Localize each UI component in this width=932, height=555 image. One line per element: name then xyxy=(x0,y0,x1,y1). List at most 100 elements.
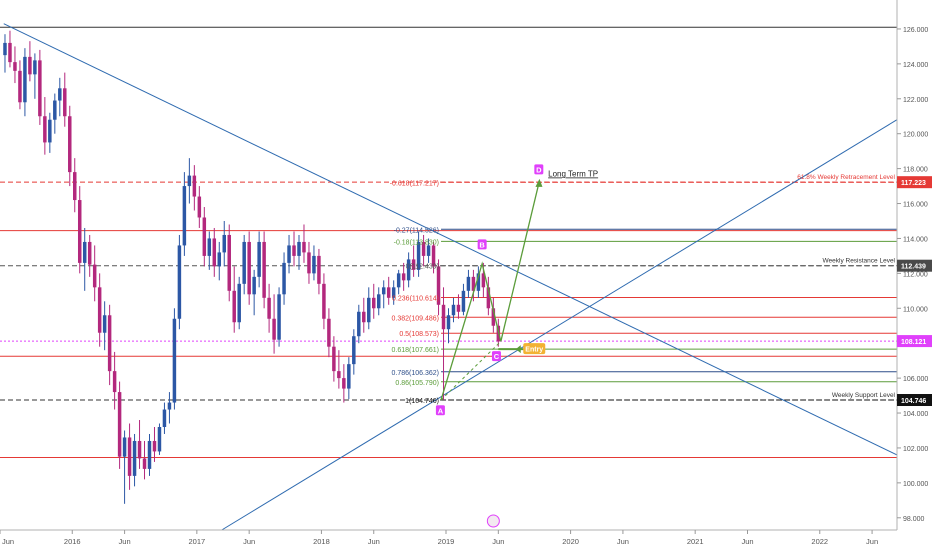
pattern-ac-dashed xyxy=(440,341,502,401)
candle-body xyxy=(23,56,27,103)
level-label: 61.8% Weekly Retracement Level xyxy=(797,174,895,181)
time-tick-label: Jun xyxy=(741,537,753,546)
time-tick-label: 2020 xyxy=(562,537,579,546)
candle-body xyxy=(411,259,416,270)
candle-body xyxy=(33,60,37,75)
candle-body xyxy=(227,234,231,291)
candle-body xyxy=(317,255,321,284)
candle-body xyxy=(466,276,471,291)
pattern-point-badge xyxy=(477,239,487,250)
candle-body xyxy=(237,283,241,323)
fib-level-label: 1(104.746) xyxy=(405,398,439,405)
candle-body xyxy=(73,172,77,201)
fib-level-label: 0.236(110.614) xyxy=(392,296,439,303)
fib-level-label: -0.618(117.217) xyxy=(390,180,439,187)
long-term-tp-label: Long Term TP xyxy=(548,169,598,178)
price-tick-label: 104.000 xyxy=(903,411,928,418)
pattern-point-label: A xyxy=(438,406,444,415)
candle-body xyxy=(396,273,401,288)
candle-body xyxy=(217,252,222,267)
candle-body xyxy=(471,276,476,291)
candle-body xyxy=(97,287,102,333)
time-tick-label: 2016 xyxy=(64,537,81,546)
candle-body xyxy=(312,255,316,274)
candle-body xyxy=(347,364,351,389)
candle-body xyxy=(68,116,72,173)
pattern-point-label: C xyxy=(494,352,500,361)
time-tick-label: Jun xyxy=(492,537,504,546)
price-tick-label: 114.000 xyxy=(903,236,928,243)
candle-body xyxy=(152,440,157,452)
candle-body xyxy=(172,318,177,403)
candle-body xyxy=(287,245,291,263)
candle-body xyxy=(282,262,286,295)
candle-body xyxy=(372,297,376,309)
candle-body xyxy=(132,440,137,476)
price-tick-label: 116.000 xyxy=(903,202,928,209)
candle-body xyxy=(406,259,411,281)
levels-layer xyxy=(0,26,897,459)
price-badge xyxy=(897,394,932,407)
price-tick-label: 118.000 xyxy=(903,167,928,174)
candle-body xyxy=(117,392,122,457)
level-label: Weekly Resistance Level xyxy=(823,258,896,265)
level-label: Weekly Support Level xyxy=(832,392,896,399)
candle-body xyxy=(177,245,182,319)
candle-body xyxy=(38,60,42,117)
price-axis-panel xyxy=(897,0,932,550)
candle-body xyxy=(352,336,356,365)
candle-body xyxy=(147,440,152,469)
pattern-leg-abc xyxy=(440,261,502,401)
candle-body xyxy=(277,294,281,340)
candle-body xyxy=(446,315,451,330)
candle-body xyxy=(421,241,426,256)
fib-level-label: -0.27(114.526) xyxy=(394,227,439,234)
candle-body xyxy=(122,437,127,457)
time-tick-label: 2017 xyxy=(188,537,205,546)
candle-body xyxy=(137,440,142,459)
candle-body xyxy=(102,315,107,333)
candle-body xyxy=(342,378,346,389)
price-badge-label: 117.223 xyxy=(901,180,926,187)
candle-body xyxy=(401,273,406,281)
candle-body xyxy=(476,273,481,291)
candle-body xyxy=(242,241,246,284)
candle-body xyxy=(456,304,461,312)
price-badge xyxy=(897,259,932,272)
price-badge xyxy=(897,335,932,348)
price-badge xyxy=(897,176,932,189)
candle-body xyxy=(182,186,187,246)
pattern-layer: A B C D Entry xyxy=(435,164,546,528)
candle-body xyxy=(82,241,87,263)
candle-body xyxy=(197,196,202,218)
time-tick-label: Jun xyxy=(866,537,878,546)
candle-body xyxy=(187,175,192,187)
candle-body xyxy=(322,283,326,319)
fib-level-label: 0.5(108.573) xyxy=(399,331,439,338)
candle-body xyxy=(386,287,391,298)
candle-body xyxy=(416,241,421,270)
candle-body xyxy=(53,100,57,120)
candle-body xyxy=(13,62,17,71)
fib-level-label: 0.786(106.362) xyxy=(392,370,439,377)
candle-body xyxy=(87,241,92,265)
pattern-point-badge xyxy=(534,164,544,175)
candle-body xyxy=(252,276,256,295)
candle-body xyxy=(327,318,331,347)
fib-level-label: 0.382(109.486) xyxy=(392,315,439,322)
candle-body xyxy=(431,245,436,267)
price-tick-label: 112.000 xyxy=(903,271,928,278)
candle-body xyxy=(337,371,341,379)
candle-body xyxy=(8,42,12,63)
candle-body xyxy=(3,42,7,56)
price-tick-label: 124.000 xyxy=(903,62,928,69)
candle-body xyxy=(451,304,456,316)
candle-body xyxy=(292,245,296,256)
candles-layer xyxy=(3,30,501,504)
time-tick-label: Jun xyxy=(617,537,629,546)
price-tick-label: 106.000 xyxy=(903,376,928,383)
candle-body xyxy=(202,217,207,256)
candle-body xyxy=(18,70,22,103)
candle-body xyxy=(357,311,361,337)
